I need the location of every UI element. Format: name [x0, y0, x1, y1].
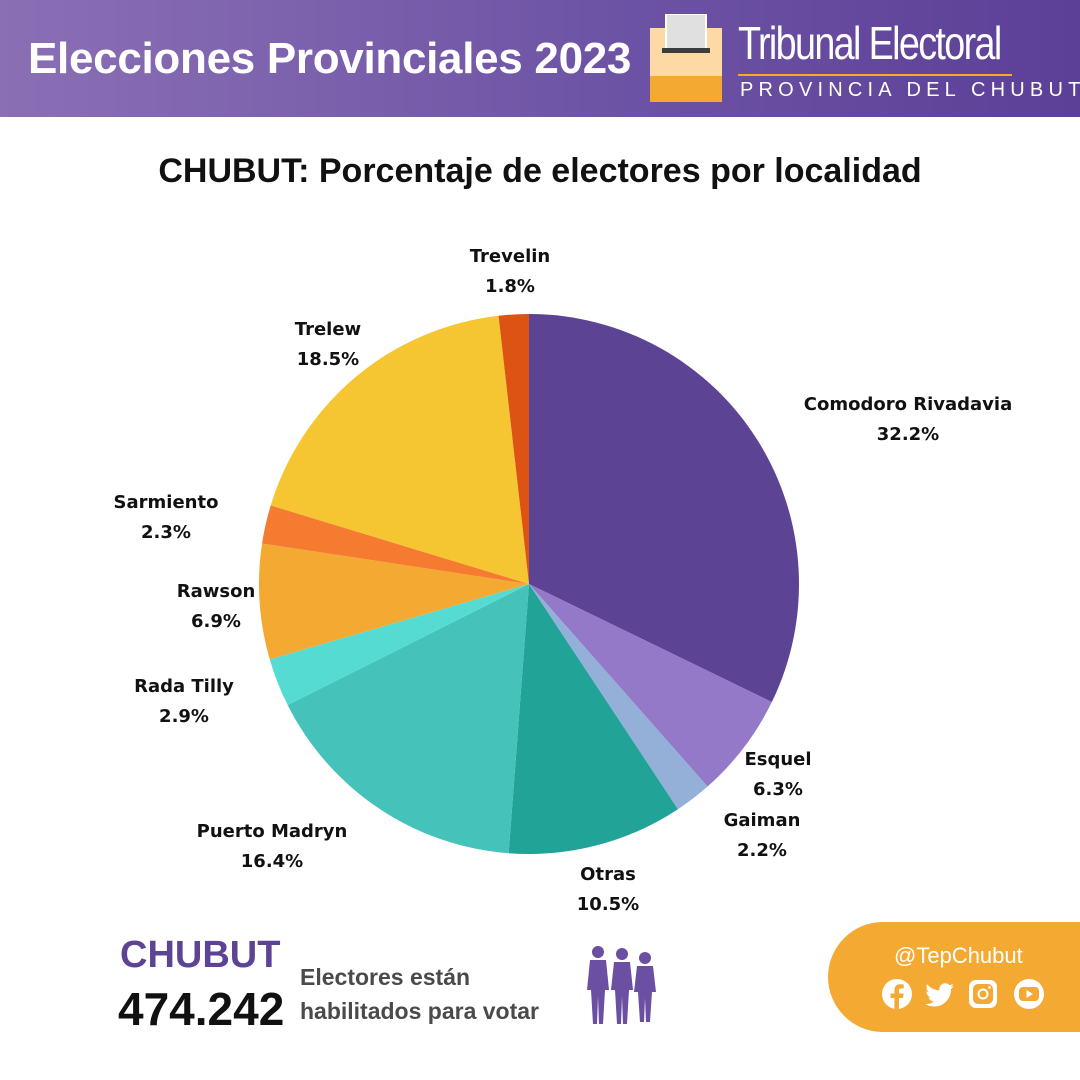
slice-label-value: 1.8% — [485, 276, 535, 297]
slice-label-value: 2.2% — [737, 840, 787, 861]
voters-count: 474.242 — [118, 983, 285, 1035]
slice-label-value: 18.5% — [296, 349, 360, 370]
pie-slice-puerto-madryn — [287, 584, 529, 854]
pie-slice-otras — [508, 584, 678, 854]
slice-label: Esquel 6.3% — [744, 745, 811, 805]
slice-label-name: Rawson — [176, 581, 256, 602]
pie-slice-rada-tilly — [269, 584, 529, 706]
slice-label-value: 2.3% — [141, 522, 191, 543]
slice-label: Trevelin 1.8% — [470, 242, 550, 302]
slice-label-name: Otras — [580, 864, 636, 885]
slice-label: Otras 10.5% — [577, 860, 639, 920]
page-title: Elecciones Provinciales 2023 — [28, 34, 632, 83]
slice-label: Rawson 6.9% — [177, 577, 256, 637]
pie-slice-trelew — [270, 315, 529, 584]
slice-label: Trelew 18.5% — [295, 315, 361, 375]
social-handle[interactable]: @TepChubut — [894, 943, 1023, 968]
facebook-icon[interactable] — [882, 979, 912, 1009]
slice-label: Comodoro Rivadavia 32.2% — [804, 390, 1012, 450]
org-divider — [738, 74, 1012, 76]
social-panel — [828, 922, 1080, 1032]
slice-label: Puerto Madryn 16.4% — [197, 817, 348, 877]
header-banner: Elecciones Provinciales 2023 Tribunal El… — [0, 0, 1080, 117]
twitter-icon[interactable] — [925, 983, 954, 1007]
voters-caption: Electores están habilitados para votar — [300, 964, 540, 1024]
slice-label-name: Comodoro Rivadavia — [803, 394, 1013, 415]
pie-slice-sarmiento — [262, 505, 529, 584]
slice-label: Rada Tilly 2.9% — [134, 672, 234, 732]
slice-label: Gaiman 2.2% — [724, 806, 801, 866]
slice-label-value: 6.3% — [753, 779, 803, 800]
slice-label-value: 6.9% — [191, 611, 241, 632]
org-subtitle: PROVINCIA DEL CHUBUT — [740, 79, 1080, 101]
pie-slice-esquel — [529, 584, 772, 787]
slice-label-name: Trevelin — [469, 246, 551, 267]
youtube-icon[interactable] — [1014, 979, 1044, 1009]
pie-slice-rawson — [258, 543, 529, 660]
slice-label-value: 10.5% — [576, 894, 640, 915]
pie-slice-gaiman — [529, 584, 708, 810]
chart-title: CHUBUT: Porcentaje de electores por loca… — [158, 152, 922, 190]
instagram-icon[interactable] — [969, 980, 997, 1008]
slice-label-name: Trelew — [294, 319, 362, 340]
slice-label-name: Sarmiento — [113, 492, 219, 513]
social-icons — [882, 979, 1044, 1009]
ballot-box-icon — [650, 14, 722, 102]
slice-label-value: 16.4% — [240, 851, 304, 872]
pie-slice-comodoro-rivadavia — [529, 314, 799, 703]
slice-label: Sarmiento 2.3% — [114, 488, 219, 548]
slice-label-value: 2.9% — [159, 706, 209, 727]
slice-label-name: Gaiman — [723, 810, 801, 831]
slice-label-name: Esquel — [744, 749, 812, 770]
pie-slice-trevelin — [498, 314, 529, 584]
province-name: CHUBUT — [120, 934, 281, 976]
slice-label-value: 32.2% — [876, 424, 940, 445]
people-icon — [587, 946, 656, 1024]
org-name: Tribunal Electoral — [738, 17, 1002, 69]
slice-label-name: Rada Tilly — [134, 676, 234, 697]
slice-label-name: Puerto Madryn — [196, 821, 348, 842]
